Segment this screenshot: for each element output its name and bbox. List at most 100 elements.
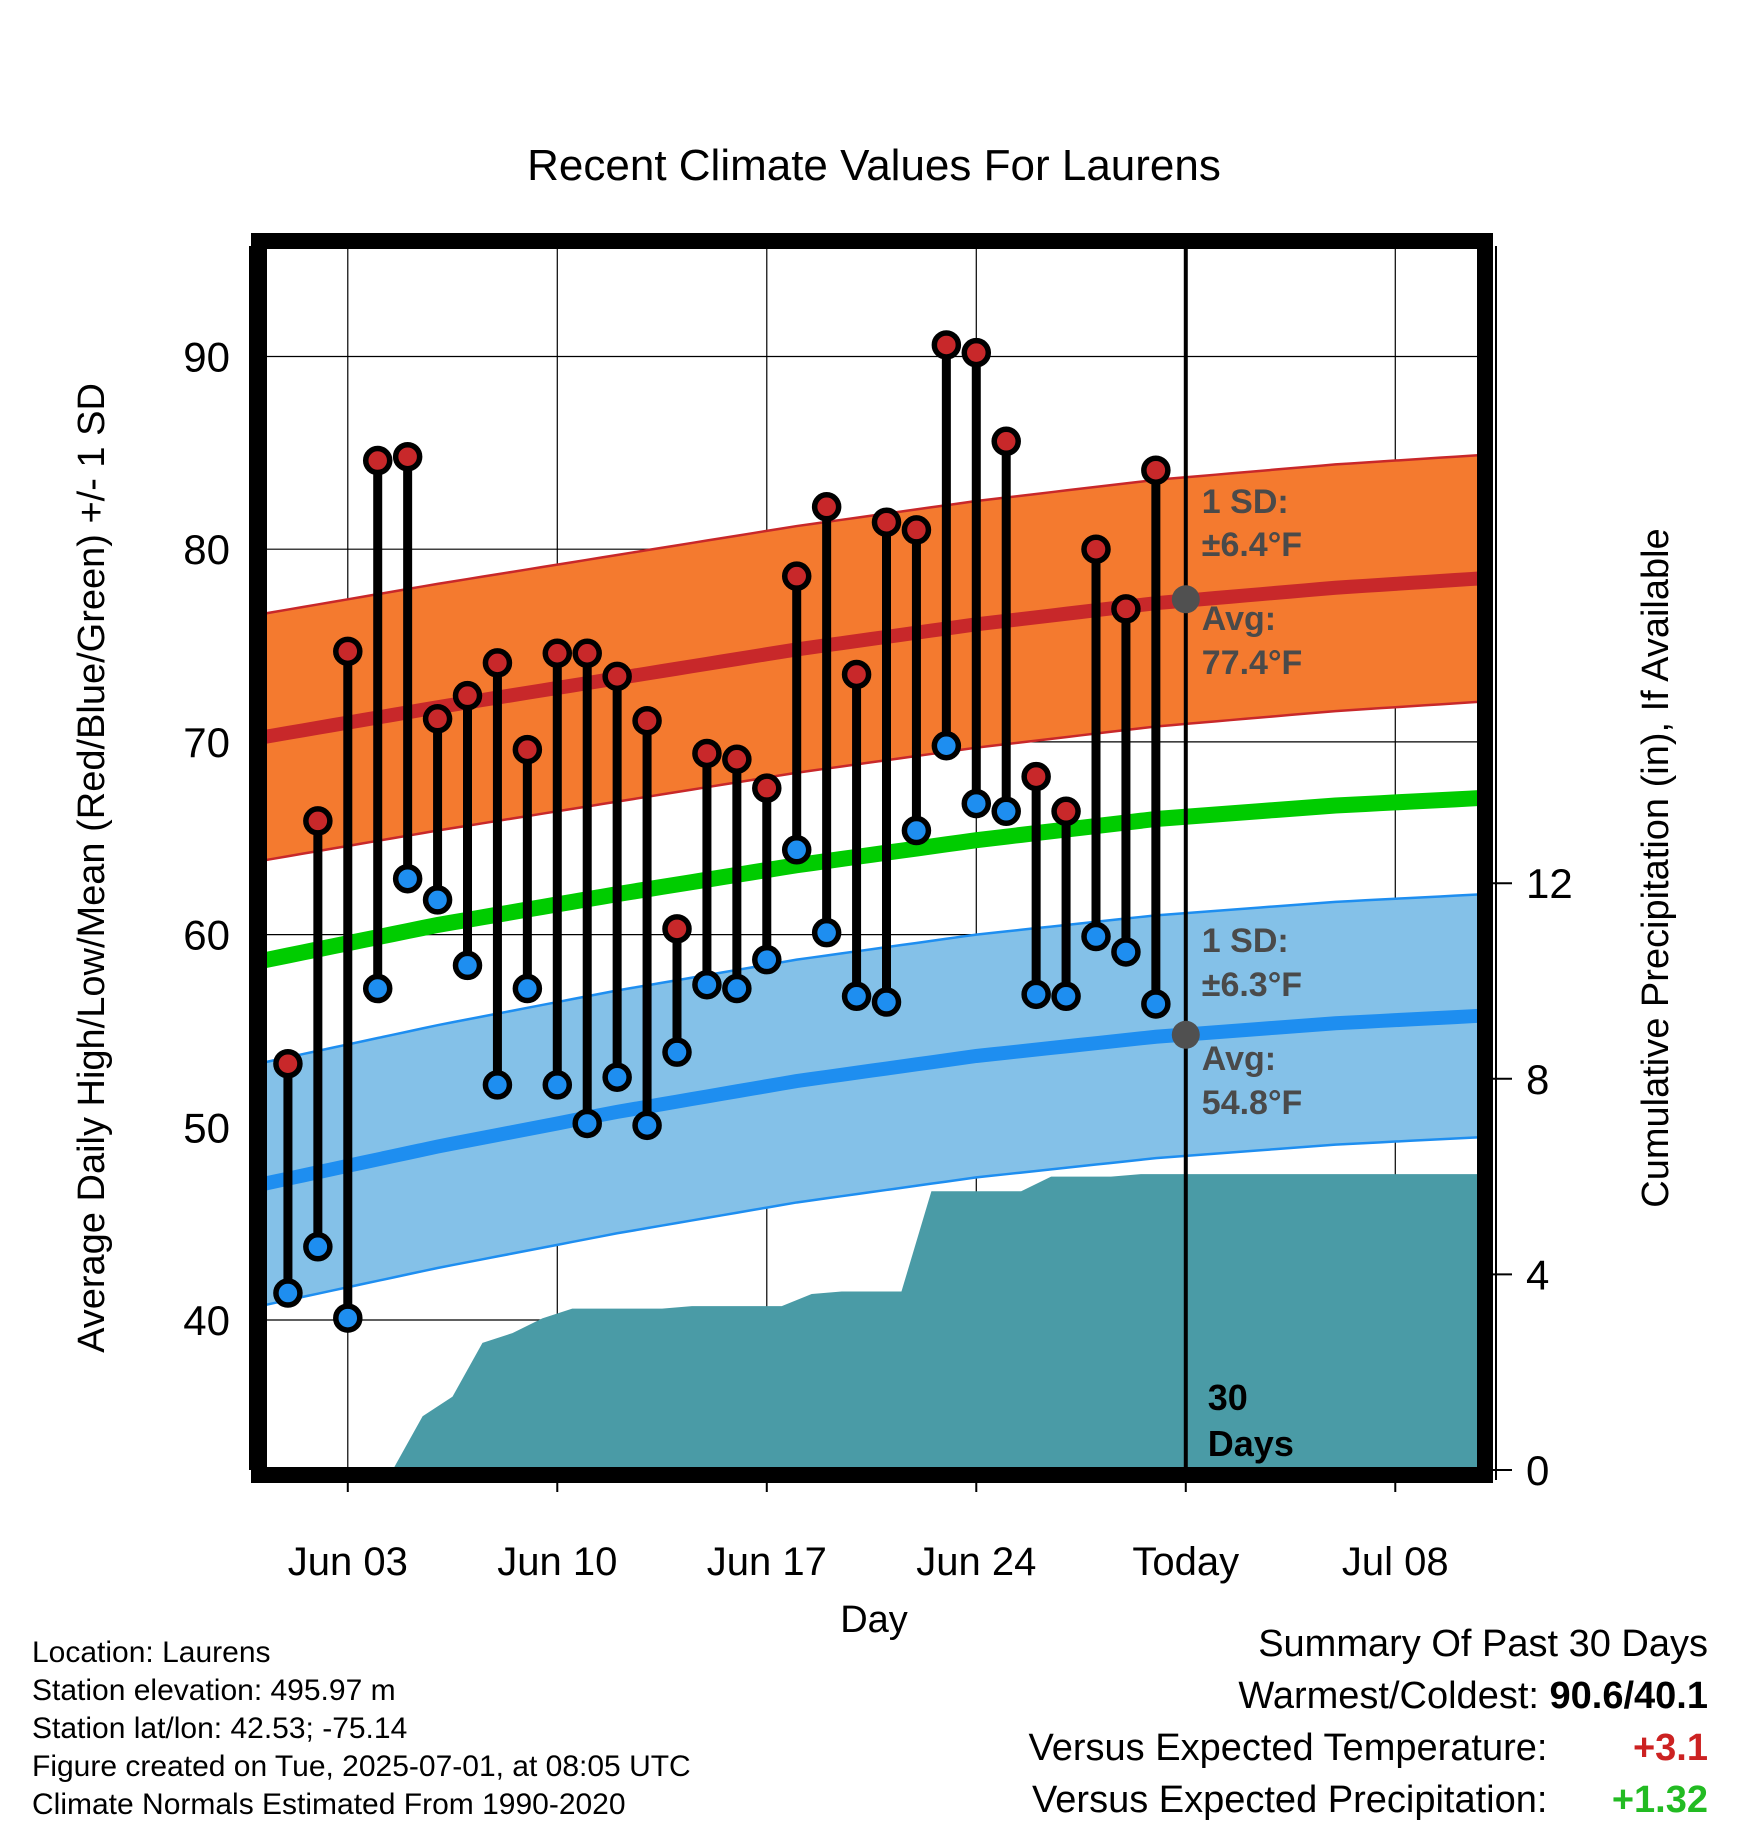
x-tick-label: Today — [1132, 1540, 1239, 1584]
daily-high-point — [362, 445, 393, 476]
low-sd-label: 1 SD: — [1202, 922, 1289, 960]
y2-axis-label: Cumulative Precipitation (in), If Availa… — [1635, 528, 1677, 1207]
daily-low-point — [452, 950, 483, 981]
temp-value: +3.1 — [1632, 1727, 1708, 1769]
y2-tick-label: 0 — [1526, 1447, 1549, 1494]
low-avg-value: 54.8°F — [1202, 1084, 1303, 1122]
daily-high-point — [542, 638, 573, 669]
y2-tick-label: 8 — [1526, 1056, 1549, 1103]
daily-low-point — [662, 1037, 692, 1067]
daily-high-point — [871, 507, 902, 537]
x-tick-label: Jun 17 — [707, 1540, 827, 1584]
daily-low-point — [1081, 921, 1111, 952]
high-sd-band — [264, 455, 1480, 861]
y-tick-label: 40 — [183, 1297, 230, 1344]
daily-high-point — [961, 337, 992, 368]
summary-warmest-row: Warmest/Coldest: 90.6/40.1 — [1029, 1670, 1708, 1722]
low-sd-band-upper-edge — [264, 893, 1480, 1064]
y-axis-label: Average Daily High/Low/Mean (Red/Blue/Gr… — [71, 383, 113, 1353]
days-count-label: 30 — [1208, 1377, 1248, 1418]
low-sd-band — [264, 894, 1480, 1306]
station-metadata: Location: Laurens Station elevation: 495… — [32, 1634, 691, 1824]
high-avg-label: Avg: — [1202, 600, 1276, 638]
x-tick-label: Jul 08 — [1342, 1540, 1449, 1584]
daily-low-point — [991, 796, 1021, 827]
daily-low-point — [901, 815, 932, 846]
daily-low-point — [931, 731, 962, 761]
daily-high-point — [841, 659, 872, 690]
x-axis-label: Day — [840, 1599, 908, 1641]
daily-high-point — [722, 744, 752, 774]
x-tick-label: Jun 24 — [916, 1540, 1036, 1584]
daily-low-point — [871, 987, 902, 1017]
daily-high-point — [692, 738, 722, 769]
daily-high-point — [482, 648, 513, 678]
daily-high-point — [273, 1048, 303, 1079]
x-tick-label: Jun 03 — [288, 1540, 408, 1584]
daily-high-point — [901, 515, 932, 545]
low-sd-value: ±6.3°F — [1202, 966, 1302, 1004]
daily-low-point — [752, 944, 782, 975]
daily-low-point — [273, 1278, 303, 1308]
high-sd-band-upper-edge — [264, 453, 1480, 615]
daily-high-point — [811, 492, 842, 522]
high-sd-band-lower-edge — [264, 700, 1480, 862]
daily-low-point — [811, 917, 842, 948]
daily-high-point — [333, 636, 363, 667]
daily-high-point — [1141, 455, 1171, 485]
elevation-text: Station elevation: 495.97 m — [32, 1674, 396, 1707]
daily-high-point — [781, 561, 812, 591]
daily-low-point — [422, 885, 453, 915]
high-sd-label: 1 SD: — [1202, 483, 1289, 521]
daily-high-point — [602, 661, 632, 692]
daily-low-point — [722, 973, 752, 1004]
normal-mean-line — [264, 790, 1480, 969]
y-tick-label: 70 — [183, 719, 230, 766]
daily-low-point — [602, 1062, 632, 1092]
today-high-avg-marker — [1171, 585, 1200, 614]
daily-low-point — [482, 1070, 513, 1100]
daily-high-point — [632, 705, 662, 736]
location-text: Location: Laurens — [32, 1636, 271, 1669]
daily-low-point — [1141, 989, 1171, 1019]
normal-low-line — [264, 1008, 1480, 1191]
daily-high-point — [931, 330, 962, 360]
latlon-text: Station lat/lon: 42.53; -75.14 — [32, 1712, 408, 1745]
y2-tick-label: 4 — [1526, 1251, 1549, 1298]
days-unit-label: Days — [1208, 1423, 1294, 1464]
daily-low-point — [303, 1232, 333, 1262]
warmest-label: Warmest/Coldest: — [1238, 1675, 1539, 1717]
low-sd-band-lower-edge — [264, 1135, 1480, 1307]
y-tick-label: 60 — [183, 912, 230, 959]
daily-low-point — [841, 981, 872, 1012]
precip-label: Versus Expected Precipitation: — [1032, 1779, 1548, 1821]
daily-low-point — [1021, 979, 1051, 1010]
today-low-avg-marker — [1171, 1020, 1200, 1049]
daily-low-point — [1111, 937, 1141, 967]
low-avg-label: Avg: — [1202, 1040, 1276, 1078]
daily-low-point — [632, 1110, 662, 1141]
daily-low-point — [542, 1070, 573, 1100]
daily-low-point — [781, 835, 812, 865]
chart-title: Recent Climate Values For Laurens — [527, 141, 1221, 190]
daily-low-point — [1051, 981, 1081, 1012]
daily-low-point — [362, 973, 393, 1004]
daily-low-point — [961, 788, 992, 819]
daily-high-point — [512, 734, 543, 765]
daily-high-point — [752, 773, 782, 803]
daily-high-point — [392, 441, 423, 472]
daily-high-point — [452, 680, 483, 711]
y-tick-label: 80 — [183, 526, 230, 573]
precipitation-area — [287, 1174, 1480, 1470]
daily-low-point — [512, 973, 543, 1004]
normals-text: Climate Normals Estimated From 1990-2020 — [32, 1788, 626, 1821]
precip-value: +1.32 — [1611, 1779, 1708, 1821]
summary-precip-row: Versus Expected Precipitation: +1.32 — [1029, 1774, 1708, 1826]
temp-label: Versus Expected Temperature: — [1028, 1727, 1548, 1769]
daily-high-point — [1081, 534, 1111, 564]
summary-title: Summary Of Past 30 Days — [1258, 1623, 1708, 1665]
daily-high-point — [303, 806, 333, 836]
daily-high-point — [991, 426, 1021, 457]
daily-high-point — [422, 704, 453, 734]
